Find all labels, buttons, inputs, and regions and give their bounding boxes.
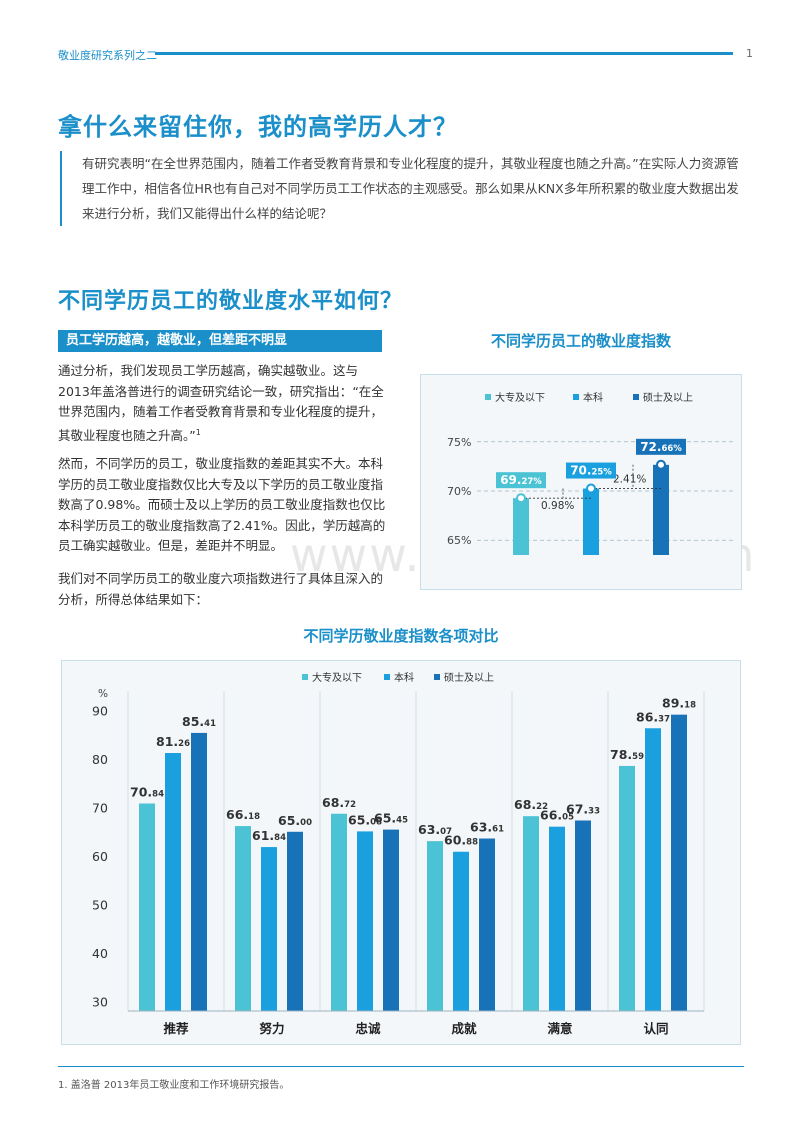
value-label: 61.84 <box>252 828 286 843</box>
value-label: 65.00 <box>278 813 312 828</box>
y-tick-label: 65% <box>447 534 471 547</box>
value-label: 66.05 <box>540 808 574 823</box>
bar <box>453 851 469 1011</box>
x-category-label: 努力 <box>258 1021 284 1036</box>
legend-label: 大专及以下 <box>495 391 545 404</box>
footnote-rule <box>58 1066 744 1067</box>
legend-label: 本科 <box>394 671 414 684</box>
footnote: 1. 盖洛普 2013年员工敬业度和工作环境研究报告。 <box>58 1080 290 1091</box>
bar <box>549 826 565 1011</box>
chart1-panel: 大专及以下 本科 硕士及以上 75% 70% 65% 0.98% 2.41% 69.27% 70.… <box>420 374 742 590</box>
bar <box>479 838 495 1011</box>
chart1-title: 不同学历员工的敬业度指数 <box>490 332 671 350</box>
paragraph-3: 我们对不同学历员工的敬业度六项指数进行了具体且深入的分析，所得总体结果如下： <box>58 571 384 607</box>
legend-label: 大专及以下 <box>312 671 362 684</box>
legend-swatch <box>573 394 579 400</box>
legend-swatch <box>633 394 639 400</box>
bar <box>645 728 661 1011</box>
bar <box>583 488 599 555</box>
paragraph-1-text: 通过分析，我们发现员工学历越高，确实越敬业。这与2013年盖洛普进行的调查研究结… <box>58 363 384 443</box>
y-tick-label: 70 <box>92 801 108 816</box>
value-label: 63.07 <box>418 822 452 837</box>
value-label: 68.22 <box>514 797 548 812</box>
chart1-svg: 大专及以下 本科 硕士及以上 75% 70% 65% 0.98% 2.41% 69.27% 70.… <box>447 391 733 555</box>
paragraph-1: 通过分析，我们发现员工学历越高，确实越敬业。这与2013年盖洛普进行的调查研究结… <box>58 361 388 446</box>
x-category-label: 满意 <box>547 1021 572 1036</box>
main-title: 拿什么来留住你，我的高学历人才？ <box>58 113 458 141</box>
header-rule <box>155 52 733 55</box>
value-label-box <box>496 472 546 489</box>
bar <box>383 829 399 1011</box>
bar <box>523 816 539 1011</box>
section-subheading: 员工学历越高，越敬业，但差距不明显 <box>58 330 382 352</box>
paragraph-2: 然而，不同学历的员工，敬业度指数的差距其实不大。本科学历的员工敬业度指数仅比大专… <box>58 456 386 553</box>
bar <box>357 831 373 1011</box>
legend-label: 硕士及以上 <box>444 671 494 684</box>
value-label-box <box>566 462 616 479</box>
chart2-title: 不同学历敬业度指数各项对比 <box>303 627 499 645</box>
legend-swatch <box>485 394 491 400</box>
value-label: 85.41 <box>182 714 216 729</box>
bar <box>139 803 155 1011</box>
value-label: 63.61 <box>470 820 504 835</box>
bar <box>331 813 347 1011</box>
value-label: 70.25% <box>570 464 612 478</box>
series-title: 敬业度研究系列之二 <box>58 49 157 62</box>
chart2-svg: 大专及以下 本科 硕士及以上% 90 80 70 60 50 40 30 70.84 81.26 85.… <box>92 671 705 1036</box>
x-category-label: 成就 <box>451 1021 477 1036</box>
chart2-panel: 大专及以下 本科 硕士及以上% 90 80 70 60 50 40 30 70.84 81.26 85.… <box>61 660 741 1045</box>
legend-swatch <box>302 674 308 680</box>
value-label: 86.37 <box>636 709 670 724</box>
value-label: 89.18 <box>662 696 696 711</box>
y-unit-label: % <box>98 688 108 700</box>
value-label: 69.27% <box>500 473 542 487</box>
legend-label: 本科 <box>583 391 603 404</box>
bar <box>427 841 443 1011</box>
value-label: 67.33 <box>566 801 600 816</box>
diff-annotation: 2.41% <box>613 474 646 486</box>
y-tick-label: 30 <box>92 994 108 1009</box>
value-label: 70.84 <box>130 784 164 799</box>
value-label: 65.45 <box>374 811 408 826</box>
y-tick-label: 90 <box>92 704 108 719</box>
page-number: 1 <box>746 47 753 60</box>
y-tick-label: 70% <box>447 485 471 498</box>
value-marker <box>586 483 596 494</box>
bar <box>619 765 635 1011</box>
bar <box>261 847 277 1011</box>
legend-swatch <box>384 674 390 680</box>
bar <box>191 732 207 1011</box>
value-label: 81.26 <box>156 734 190 749</box>
value-label: 72.66% <box>640 440 682 454</box>
value-label: 66.18 <box>226 807 260 822</box>
x-category-label: 忠诚 <box>355 1021 381 1036</box>
legend-label: 硕士及以上 <box>643 391 693 404</box>
y-tick-label: 40 <box>92 946 108 961</box>
bar <box>575 820 591 1011</box>
bar <box>671 714 687 1011</box>
value-label: 65.08 <box>348 812 382 827</box>
y-tick-label: 75% <box>447 436 471 449</box>
x-category-label: 认同 <box>643 1021 668 1036</box>
x-category-label: 推荐 <box>163 1021 189 1036</box>
value-label: 68.72 <box>322 795 356 810</box>
value-marker <box>516 493 526 504</box>
bar <box>653 464 669 555</box>
bar <box>235 826 251 1011</box>
value-label: 78.59 <box>610 747 644 762</box>
section-title: 不同学历员工的敬业度水平如何？ <box>58 289 404 314</box>
bar <box>165 753 181 1011</box>
value-label: 60.88 <box>444 833 478 848</box>
bar <box>287 831 303 1011</box>
legend-swatch <box>434 674 440 680</box>
bar <box>513 498 529 555</box>
value-label-box <box>636 438 686 455</box>
intro-paragraph: 有研究表明“在全世界范围内，随着工作者受教育背景和专业化程度的提升，其敬业程度也… <box>60 151 745 226</box>
value-marker <box>656 459 666 470</box>
footnote-ref[interactable]: 1 <box>195 427 201 437</box>
y-tick-label: 60 <box>92 849 108 864</box>
y-tick-label: 80 <box>92 752 108 767</box>
diff-annotation: 0.98% <box>541 500 574 512</box>
y-tick-label: 50 <box>92 897 108 912</box>
